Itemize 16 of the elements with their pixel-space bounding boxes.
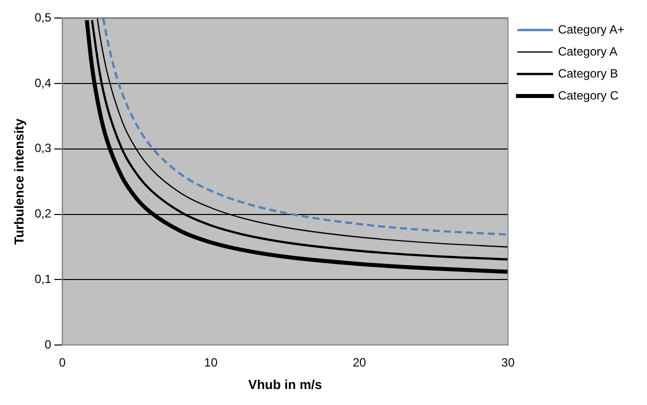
x-tick-label: 20 bbox=[352, 356, 366, 370]
x-tick-label: 0 bbox=[58, 356, 66, 370]
legend-label: Category A+ bbox=[558, 22, 624, 36]
legend-label: Category C bbox=[558, 88, 619, 102]
y-axis-title: Turbulence intensity bbox=[11, 118, 26, 245]
y-tick-label: 0,1 bbox=[34, 272, 52, 286]
x-tick-label: 30 bbox=[501, 356, 515, 370]
y-tick-label: 0 bbox=[44, 337, 52, 352]
legend-label: Category A bbox=[558, 44, 618, 58]
y-tick-label: 0,3 bbox=[34, 141, 52, 156]
x-axis-title: Vhub in m/s bbox=[248, 376, 322, 392]
y-tick-label: 0,5 bbox=[34, 10, 52, 25]
y-tick-label: 0,2 bbox=[34, 206, 52, 221]
legend-label: Category B bbox=[558, 66, 618, 80]
y-tick-label: 0,4 bbox=[34, 76, 52, 90]
x-tick-label: 10 bbox=[204, 356, 218, 370]
